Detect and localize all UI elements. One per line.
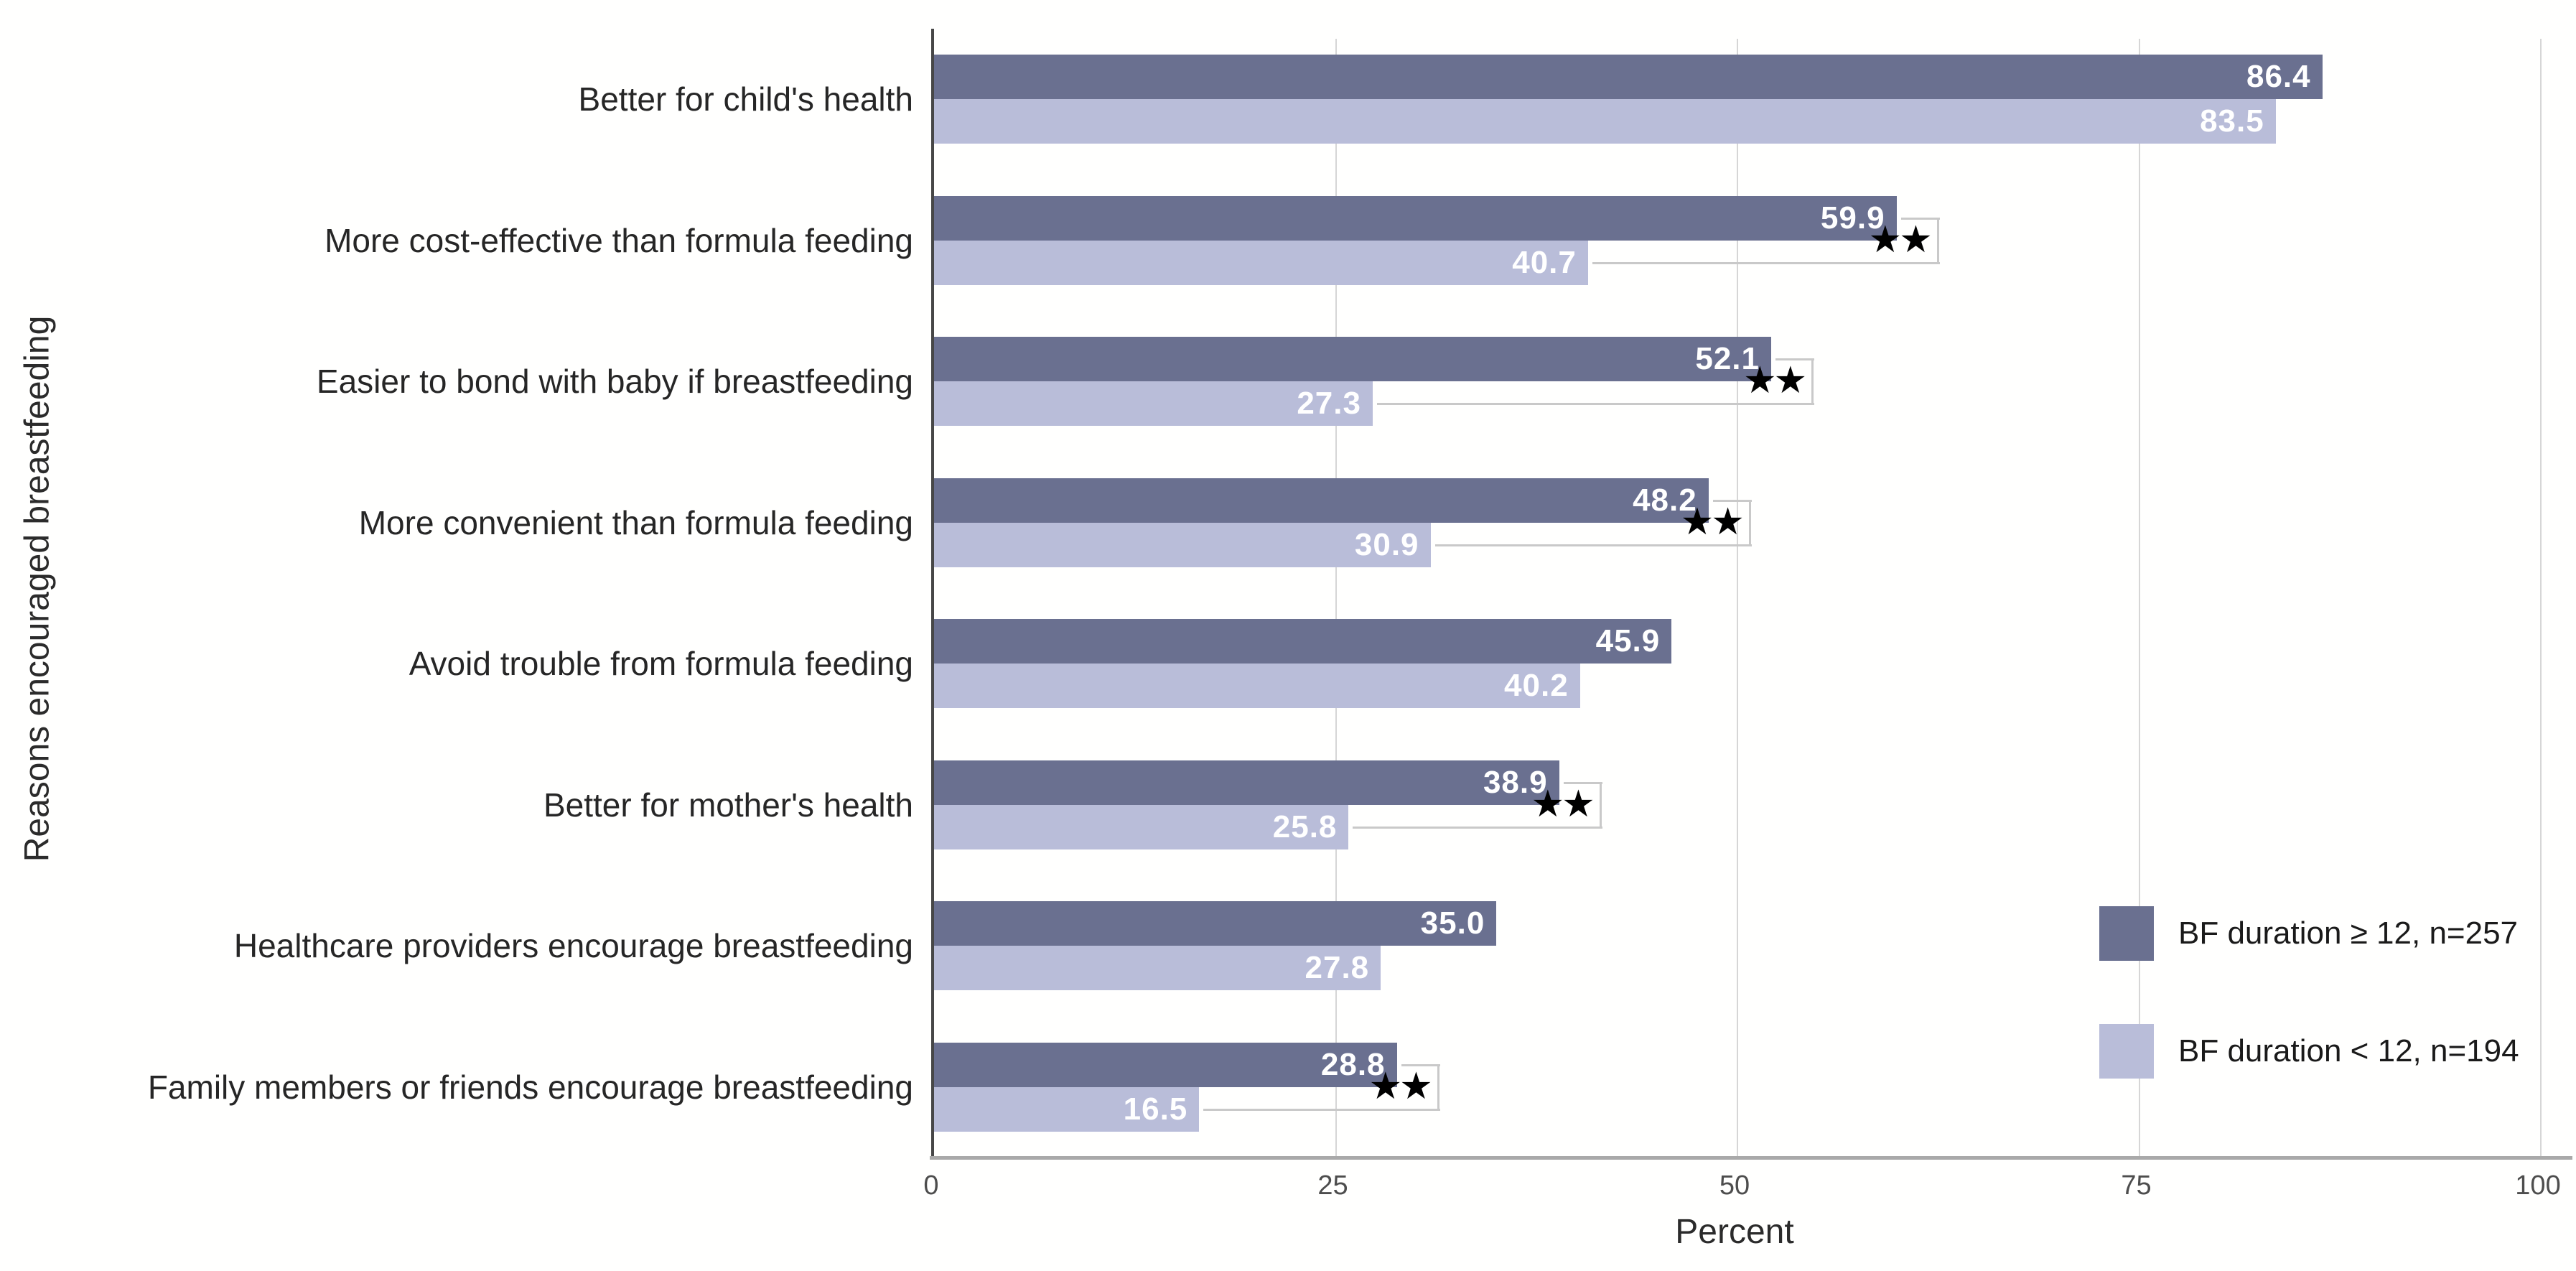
bar-group: 52.1 27.3 ★★ bbox=[934, 311, 2541, 452]
value-label: 16.5 bbox=[1123, 1091, 1188, 1127]
value-label: 35.0 bbox=[1420, 905, 1485, 941]
bar-bf-ge12: 35.0 bbox=[934, 901, 1497, 946]
sig-bracket-top bbox=[1775, 358, 1815, 360]
x-axis-title: Percent bbox=[1675, 1213, 1794, 1251]
sig-bracket-vertical bbox=[1936, 217, 1939, 264]
bar-bf-lt12: 40.7 bbox=[934, 240, 1588, 285]
value-label: 25.8 bbox=[1272, 809, 1338, 844]
sig-bracket-top bbox=[1401, 1063, 1440, 1066]
legend-item: BF duration < 12, n=194 bbox=[2099, 1024, 2519, 1079]
bar-bf-lt12: 27.3 bbox=[934, 381, 1373, 426]
category-label: Better for mother's health bbox=[543, 786, 913, 824]
bar-bf-ge12: 28.8 bbox=[934, 1042, 1397, 1087]
value-label: 40.2 bbox=[1504, 668, 1569, 703]
sig-bracket-vertical bbox=[1811, 358, 1814, 405]
value-label: 83.5 bbox=[2200, 103, 2264, 139]
value-label: 30.9 bbox=[1354, 526, 1419, 562]
sig-bracket-top bbox=[1712, 499, 1752, 502]
bar-bf-ge12: 45.9 bbox=[934, 619, 1672, 664]
gridline-75 bbox=[2138, 39, 2140, 1158]
bar-bf-ge12: 38.9 bbox=[934, 760, 1559, 805]
category-label: Healthcare providers encourage breastfee… bbox=[233, 927, 913, 965]
value-label: 38.9 bbox=[1483, 764, 1548, 800]
x-tick-label-100: 100 bbox=[2515, 1170, 2561, 1201]
sig-bracket-vertical bbox=[1748, 499, 1751, 546]
value-label: 27.3 bbox=[1297, 386, 1361, 421]
bar-bf-ge12: 48.2 bbox=[934, 478, 1709, 523]
bar-group: 48.2 30.9 ★★ bbox=[934, 452, 2541, 594]
bar-bf-lt12: 30.9 bbox=[934, 522, 1431, 567]
significance-stars: ★★ bbox=[1531, 783, 1595, 825]
plot-area: 86.4 83.5 59.9 40.7 ★★ 52.1 27.3 ★★ 48.2 30.9 ★★ 45… bbox=[931, 29, 2542, 1158]
significance-stars: ★★ bbox=[1680, 501, 1745, 543]
bar-bf-lt12: 27.8 bbox=[934, 946, 1381, 990]
gridline-25 bbox=[1335, 39, 1337, 1158]
bar-bf-ge12: 86.4 bbox=[934, 55, 2323, 99]
category-label: More cost-effective than formula feeding bbox=[325, 221, 913, 259]
bar-bf-ge12: 52.1 bbox=[934, 337, 1771, 381]
bar-group: 59.9 40.7 ★★ bbox=[934, 170, 2541, 312]
significance-stars: ★★ bbox=[1742, 360, 1807, 401]
category-label: Easier to bond with baby if breastfeedin… bbox=[316, 363, 913, 401]
legend-swatch bbox=[2099, 1024, 2154, 1079]
category-label: Family members or friends encourage brea… bbox=[147, 1068, 913, 1106]
legend-item: BF duration ≥ 12, n=257 bbox=[2099, 906, 2519, 961]
value-label: 86.4 bbox=[2246, 59, 2311, 94]
category-label: Better for child's health bbox=[578, 80, 913, 118]
sig-bracket-bottom bbox=[1376, 403, 1815, 405]
value-label: 48.2 bbox=[1633, 482, 1697, 518]
sig-bracket-vertical bbox=[1599, 781, 1602, 829]
x-tick-label-0: 0 bbox=[923, 1170, 939, 1201]
x-tick-label-25: 25 bbox=[1317, 1170, 1348, 1201]
category-label: Avoid trouble from formula feeding bbox=[409, 645, 913, 683]
legend-label: BF duration ≥ 12, n=257 bbox=[2178, 916, 2519, 951]
x-axis-baseline bbox=[930, 1156, 2572, 1160]
bar-bf-ge12: 59.9 bbox=[934, 195, 1897, 241]
value-label: 40.7 bbox=[1512, 244, 1577, 280]
sig-bracket-vertical bbox=[1437, 1063, 1439, 1111]
x-tick-label-75: 75 bbox=[2121, 1170, 2152, 1201]
x-tick-labels: 0 25 50 75 100 bbox=[923, 1170, 2560, 1206]
bar-bf-lt12: 16.5 bbox=[934, 1086, 1200, 1132]
value-label: 28.8 bbox=[1320, 1046, 1386, 1082]
sig-bracket-bottom bbox=[1203, 1108, 1440, 1111]
bar-bf-lt12: 40.2 bbox=[934, 664, 1580, 708]
value-label: 45.9 bbox=[1595, 623, 1661, 658]
sig-bracket-bottom bbox=[1434, 544, 1752, 546]
legend-label: BF duration < 12, n=194 bbox=[2178, 1033, 2519, 1069]
sig-bracket-bottom bbox=[1353, 826, 1602, 829]
significance-stars: ★★ bbox=[1368, 1065, 1432, 1107]
category-labels: Better for child's health More cost-effec… bbox=[22, 29, 913, 1158]
gridline-100 bbox=[2540, 39, 2542, 1158]
value-label: 59.9 bbox=[1820, 200, 1885, 236]
x-tick-label-50: 50 bbox=[1719, 1170, 1750, 1201]
value-label: 52.1 bbox=[1695, 341, 1760, 376]
value-label: 27.8 bbox=[1305, 950, 1370, 985]
bar-bf-lt12: 25.8 bbox=[934, 804, 1349, 849]
category-label: More convenient than formula feeding bbox=[358, 503, 913, 541]
bar-group: 28.8 16.5 ★★ bbox=[934, 1017, 2541, 1158]
sig-bracket-bottom bbox=[1592, 261, 1940, 264]
bar-bf-lt12: 83.5 bbox=[934, 99, 2276, 144]
bar-group: 86.4 83.5 bbox=[934, 29, 2541, 170]
bar-group: 38.9 25.8 ★★ bbox=[934, 735, 2541, 876]
gridline-50 bbox=[1737, 39, 1738, 1158]
legend: BF duration ≥ 12, n=257 BF duration < 12,… bbox=[2099, 906, 2519, 1142]
sig-bracket-top bbox=[1900, 217, 1940, 220]
bar-group: 45.9 40.2 bbox=[934, 593, 2541, 735]
significance-stars: ★★ bbox=[1868, 218, 1933, 261]
bar-group: 35.0 27.8 bbox=[934, 875, 2541, 1017]
sig-bracket-top bbox=[1563, 781, 1602, 784]
legend-swatch bbox=[2099, 906, 2154, 961]
